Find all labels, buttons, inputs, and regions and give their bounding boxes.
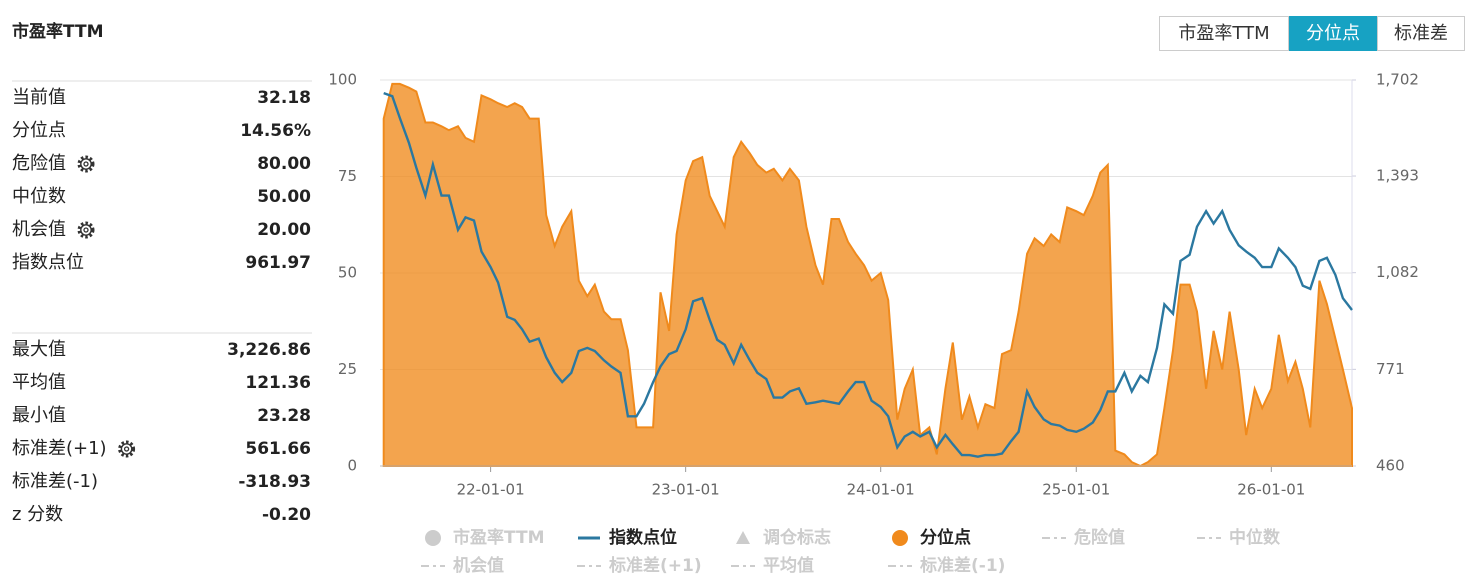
x-tick-label: 22-01-01 — [457, 481, 525, 499]
stat-label: 最大值 — [12, 339, 66, 360]
index-line — [383, 91, 1353, 458]
x-tick-label: 24-01-01 — [847, 481, 915, 499]
stat-value: -0.20 — [262, 505, 311, 525]
legend-item[interactable]: 调仓标志 — [736, 527, 831, 548]
stat-value: 561.66 — [245, 439, 311, 459]
y2-tick-label: 1,702 — [1376, 71, 1419, 89]
legend-label[interactable]: 指数点位 — [609, 527, 677, 548]
legend-marker — [736, 531, 750, 544]
y2-tick-label: 460 — [1376, 457, 1405, 475]
stat-value: 23.28 — [257, 406, 311, 426]
x-tick-label: 26-01-01 — [1237, 481, 1305, 499]
stat-label: 最小值 — [12, 405, 66, 426]
stat-value: 80.00 — [257, 154, 311, 174]
legend-item[interactable]: 平均值 — [731, 555, 814, 576]
tab-button[interactable] — [1289, 16, 1377, 51]
page-title: 市盈率TTM — [12, 21, 104, 42]
tab-button[interactable] — [1377, 16, 1465, 51]
gear-teeth — [118, 440, 136, 458]
stat-label: 分位点 — [12, 120, 66, 141]
legend-item[interactable]: 危险值 — [1042, 527, 1125, 548]
y-tick-label: 50 — [338, 264, 357, 282]
legend-label[interactable]: 机会值 — [453, 555, 504, 576]
stat-label: 中位数 — [12, 186, 66, 207]
y2-tick-label: 1,082 — [1376, 263, 1419, 281]
gear-ring — [120, 443, 133, 455]
x-tick-label: 23-01-01 — [652, 481, 720, 499]
stat-value: 20.00 — [257, 220, 311, 240]
stat-label: 标准差(+1) — [12, 438, 107, 459]
legend-item[interactable]: 指数点位 — [578, 527, 677, 548]
stat-label: z 分数 — [12, 504, 63, 525]
stat-label: 机会值 — [12, 219, 66, 240]
stat-value: 121.36 — [245, 373, 311, 393]
tab-button-label[interactable]: 标准差 — [1394, 23, 1448, 44]
stat-value: 3,226.86 — [227, 340, 311, 360]
legend-item[interactable]: 标准差(+1) — [577, 555, 702, 576]
legend-label[interactable]: 标准差(-1) — [920, 555, 1005, 576]
legend-item[interactable]: 中位数 — [1197, 527, 1281, 548]
y2-tick-label: 1,393 — [1376, 167, 1419, 185]
gear-teeth — [77, 155, 95, 173]
gear-hole — [83, 227, 89, 233]
legend-label[interactable]: 危险值 — [1073, 527, 1125, 548]
y-tick-label: 0 — [347, 457, 357, 475]
stat-label: 危险值 — [12, 153, 66, 174]
gear-hole — [123, 446, 130, 452]
legend-label[interactable]: 调仓标志 — [763, 527, 831, 548]
legend-label[interactable]: 标准差(+1) — [609, 555, 702, 576]
stat-value: -318.93 — [238, 472, 311, 492]
percentile-area — [382, 82, 1353, 468]
legend-item[interactable]: 标准差(-1) — [888, 555, 1005, 576]
legend-label[interactable]: 中位数 — [1229, 527, 1281, 548]
stat-value: 32.18 — [257, 88, 311, 108]
gear-teeth — [77, 221, 95, 239]
legend-marker — [425, 530, 441, 546]
legend-label[interactable]: 分位点 — [920, 527, 971, 548]
settings-icon[interactable] — [77, 221, 95, 239]
tab-button[interactable] — [1159, 16, 1289, 51]
tab-button-label[interactable]: 分位点 — [1306, 23, 1360, 44]
stat-label: 标准差(-1) — [12, 471, 98, 492]
settings-icon[interactable] — [77, 155, 95, 173]
stat-value: 50.00 — [257, 187, 311, 207]
y-tick-label: 75 — [338, 167, 357, 185]
y-tick-label: 100 — [328, 71, 357, 89]
stat-label: 当前值 — [12, 87, 66, 108]
stat-value: 961.97 — [245, 253, 311, 273]
gear-ring — [80, 224, 92, 236]
legend-item[interactable]: 分位点 — [892, 527, 971, 548]
legend-item[interactable]: 机会值 — [421, 555, 504, 576]
settings-icon[interactable] — [118, 440, 136, 458]
legend-label[interactable]: 市盈率TTM — [453, 527, 545, 548]
legend-marker — [892, 530, 908, 546]
stat-label: 指数点位 — [12, 252, 84, 273]
x-tick-label: 25-01-01 — [1042, 481, 1110, 499]
legend-item[interactable]: 市盈率TTM — [425, 527, 545, 548]
gear-hole — [83, 161, 89, 167]
stat-value: 14.56% — [240, 121, 311, 141]
gear-ring — [80, 158, 92, 170]
tab-button-label[interactable]: 市盈率TTM — [1178, 23, 1269, 44]
y-tick-label: 25 — [338, 360, 357, 378]
legend-label[interactable]: 平均值 — [763, 555, 814, 576]
y2-tick-label: 771 — [1376, 360, 1405, 378]
stat-label: 平均值 — [12, 372, 66, 393]
